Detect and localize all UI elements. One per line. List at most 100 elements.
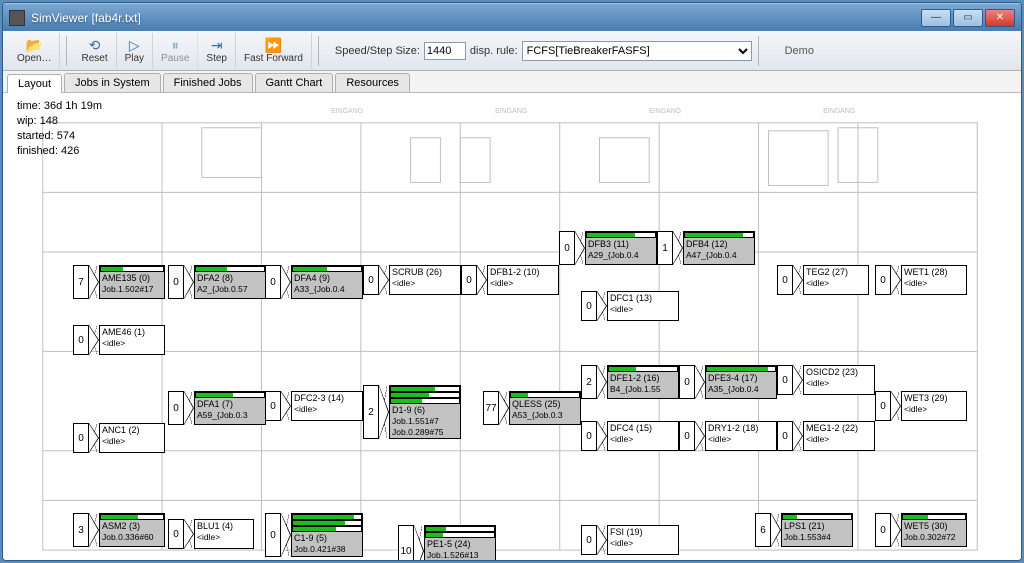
reset-button[interactable]: ⟲Reset: [73, 33, 116, 69]
queue-count: 0: [265, 265, 281, 299]
application-window: SimViewer [fab4r.txt] — ▭ ✕ 📂Open… ⟲Rese…: [2, 2, 1022, 561]
machine-DFA2[interactable]: 0DFA2 (8)A2_{Job.0.57: [168, 265, 266, 299]
svg-text:EINGANG: EINGANG: [331, 108, 363, 115]
machine-DFA1[interactable]: 0 DFA1 (7)A59_{Job.0.3: [168, 391, 266, 425]
machine-box: D1-9 (6)Job.1.551#7Job.0.289#75Job.1.552…: [389, 385, 461, 439]
machine-DFC1[interactable]: 0DFC1 (13)<idle>: [581, 291, 679, 321]
machine-SCRUB[interactable]: 0SCRUB (26)<idle>: [363, 265, 461, 295]
queue-count: 0: [168, 391, 184, 425]
maximize-button[interactable]: ▭: [953, 9, 983, 27]
machine-box: WET5 (30)Job.0.302#72: [901, 513, 967, 547]
app-icon: [9, 10, 25, 26]
demo-label: Demo: [785, 45, 814, 57]
step-button[interactable]: ⇥Step: [198, 33, 236, 69]
machine-box: PE1-5 (24)Job.1.526#13Job.1.527#13Job.1.…: [424, 525, 496, 560]
machine-OSICD2[interactable]: 0 OSICD2 (23)<idle>: [777, 365, 875, 395]
machine-PE1-5[interactable]: 10 PE1-5 (24)Job.1.526#13Job.1.527#13Job.…: [398, 525, 496, 560]
machine-box: DFC1 (13)<idle>: [607, 291, 679, 321]
sim-stats: time: 36d 1h 19m wip: 148 started: 574 f…: [17, 99, 102, 159]
svg-text:EINGANG: EINGANG: [495, 108, 527, 115]
minimize-button[interactable]: —: [921, 9, 951, 27]
tab-jobs-in-system[interactable]: Jobs in System: [64, 73, 161, 92]
machine-box: DFE1-2 (16)B4_{Job.1.55: [607, 365, 679, 399]
speed-input[interactable]: [424, 42, 466, 60]
disp-rule-select[interactable]: FCFS[TieBreakerFASFS]: [522, 41, 752, 61]
queue-count: 0: [777, 365, 793, 395]
machine-box: DFA1 (7)A59_{Job.0.3: [194, 391, 266, 425]
machine-D1-9[interactable]: 2D1-9 (6)Job.1.551#7Job.0.289#75Job.1.55…: [363, 385, 461, 439]
stat-finished: finished: 426: [17, 144, 102, 159]
machine-ASM2[interactable]: 3ASM2 (3)Job.0.336#60: [73, 513, 165, 547]
tab-gantt-chart[interactable]: Gantt Chart: [255, 73, 334, 92]
machine-DFE1-2[interactable]: 2DFE1-2 (16)B4_{Job.1.55: [581, 365, 679, 399]
machine-AME46[interactable]: 0AME46 (1)<idle>: [73, 325, 165, 355]
queue-count: 77: [483, 391, 499, 425]
triangle-icon: [793, 365, 803, 395]
machine-DFB4[interactable]: 1DFB4 (12)A47_{Job.0.4: [657, 231, 755, 265]
machine-DFB3[interactable]: 0DFB3 (11)A29_{Job.0.4: [559, 231, 657, 265]
machine-box: DFC4 (15)<idle>: [607, 421, 679, 451]
triangle-icon: [89, 265, 99, 299]
pause-button[interactable]: ⏸Pause: [153, 33, 198, 69]
queue-count: 6: [755, 513, 771, 547]
machine-DFA4[interactable]: 0 DFA4 (9)A33_{Job.0.4: [265, 265, 363, 299]
machine-DFE3-4[interactable]: 0DFE3-4 (17)A35_{Job.0.4: [679, 365, 777, 399]
triangle-icon: [891, 265, 901, 295]
queue-count: 0: [875, 391, 891, 421]
machine-box: AME46 (1)<idle>: [99, 325, 165, 355]
triangle-icon: [281, 391, 291, 421]
queue-count: 0: [168, 519, 184, 549]
machine-DRY1-2[interactable]: 0DRY1-2 (18)<idle>: [679, 421, 777, 451]
close-button[interactable]: ✕: [985, 9, 1015, 27]
machine-box: WET1 (28)<idle>: [901, 265, 967, 295]
machine-DFC4[interactable]: 0 DFC4 (15)<idle>: [581, 421, 679, 451]
triangle-icon: [673, 231, 683, 265]
triangle-icon: [891, 513, 901, 547]
folder-open-icon: 📂: [26, 38, 43, 52]
machine-AME135[interactable]: 7AME135 (0)Job.1.502#17: [73, 265, 165, 299]
triangle-icon: [89, 325, 99, 355]
tab-resources[interactable]: Resources: [335, 73, 410, 92]
triangle-icon: [695, 421, 705, 451]
open-button[interactable]: 📂Open…: [9, 33, 60, 69]
tab-finished-jobs[interactable]: Finished Jobs: [163, 73, 253, 92]
machine-WET5[interactable]: 0WET5 (30)Job.0.302#72: [875, 513, 967, 547]
triangle-icon: [695, 365, 705, 399]
machine-C1-9[interactable]: 0C1-9 (5)Job.0.421#38Job.0.420#38: [265, 513, 363, 557]
machine-WET1[interactable]: 0WET1 (28)<idle>: [875, 265, 967, 295]
machine-DFC2-3[interactable]: 0DFC2-3 (14)<idle>: [265, 391, 363, 421]
machine-WET3[interactable]: 0WET3 (29)<idle>: [875, 391, 967, 421]
triangle-icon: [597, 291, 607, 321]
machine-LPS1[interactable]: 6 LPS1 (21)Job.1.553#4: [755, 513, 853, 547]
machine-FSI[interactable]: 0FSI (19)<idle>: [581, 525, 679, 555]
disp-rule-label: disp. rule:: [470, 45, 518, 57]
machine-MEG1-2[interactable]: 0MEG1-2 (22)<idle>: [777, 421, 875, 451]
play-button[interactable]: ▷Play: [117, 33, 153, 69]
machine-TEG2[interactable]: 0TEG2 (27)<idle>: [777, 265, 869, 295]
machine-DFB1-2[interactable]: 0DFB1-2 (10)<idle>: [461, 265, 559, 295]
triangle-icon: [89, 513, 99, 547]
queue-count: 10: [398, 525, 414, 560]
machine-box: ANC1 (2)<idle>: [99, 423, 165, 453]
machine-box: DFB4 (12)A47_{Job.0.4: [683, 231, 755, 265]
reset-icon: ⟲: [89, 38, 101, 52]
stat-time: time: 36d 1h 19m: [17, 99, 102, 114]
machine-box: OSICD2 (23)<idle>: [803, 365, 875, 395]
machine-BLU1[interactable]: 0BLU1 (4)<idle>: [168, 519, 254, 549]
machine-QLESS[interactable]: 77QLESS (25)A53_{Job.0.3: [483, 391, 581, 425]
machine-ANC1[interactable]: 0 ANC1 (2)<idle>: [73, 423, 165, 453]
triangle-icon: [597, 421, 607, 451]
queue-count: 0: [581, 421, 597, 451]
triangle-icon: [281, 265, 291, 299]
tab-layout[interactable]: Layout: [7, 74, 62, 93]
titlebar[interactable]: SimViewer [fab4r.txt] — ▭ ✕: [3, 3, 1021, 31]
queue-count: 0: [265, 391, 281, 421]
queue-count: 0: [73, 423, 89, 453]
machine-box: DFA4 (9)A33_{Job.0.4: [291, 265, 363, 299]
fastforward-button[interactable]: ⏩Fast Forward: [236, 33, 312, 69]
triangle-icon: [281, 513, 291, 557]
machine-box: LPS1 (21)Job.1.553#4: [781, 513, 853, 547]
layout-canvas[interactable]: EINGANG EINGANG EINGANG EINGANG time: 36…: [3, 93, 1021, 560]
tab-strip: LayoutJobs in SystemFinished JobsGantt C…: [3, 71, 1021, 93]
machine-box: MEG1-2 (22)<idle>: [803, 421, 875, 451]
